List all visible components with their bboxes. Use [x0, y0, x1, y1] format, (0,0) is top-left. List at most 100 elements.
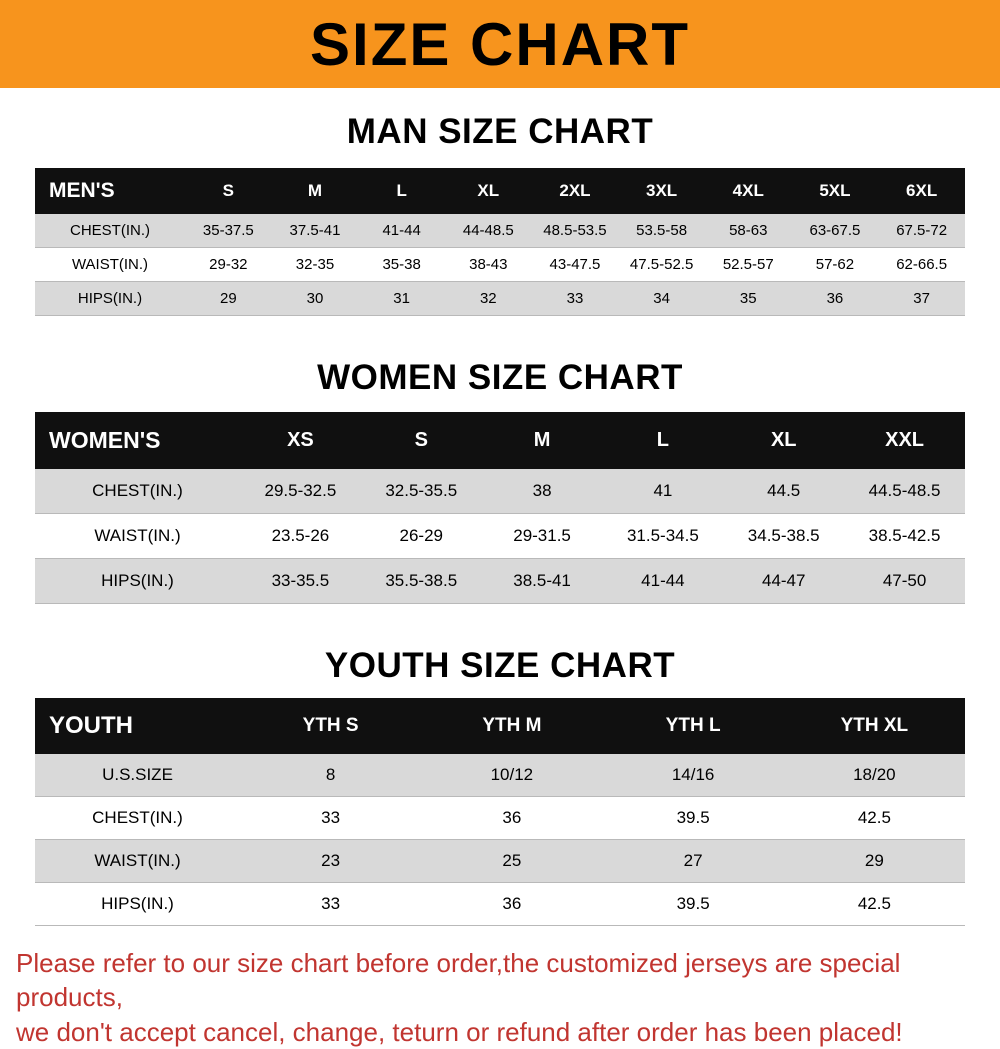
- column-header: 5XL: [791, 168, 879, 214]
- table-cell: 14/16: [602, 754, 784, 797]
- table-cell: 33: [240, 882, 422, 926]
- women-section-title: WOMEN SIZE CHART: [317, 358, 683, 397]
- table-row: HIPS(IN.) 33-35.5 35.5-38.5 38.5-41 41-44 44-…: [35, 558, 965, 604]
- table-row: CHEST(IN.) 35-37.5 37.5-41 41-44 44-48.5 48.5…: [35, 214, 965, 248]
- table-cell: 33: [531, 281, 619, 316]
- table-cell: 41: [602, 469, 724, 514]
- table-cell: 34: [618, 281, 705, 316]
- table-cell: 44-48.5: [444, 214, 532, 248]
- table-cell: 57-62: [791, 247, 879, 282]
- table-cell: 37.5-41: [271, 214, 359, 248]
- row-label: HIPS(IN.): [35, 882, 240, 926]
- table-cell: 36: [421, 882, 603, 926]
- table-cell: 35: [704, 281, 792, 316]
- table-header-row: YOUTH YTH S YTH M YTH L YTH XL: [35, 698, 965, 754]
- column-header: XL: [723, 412, 845, 469]
- row-label: WAIST(IN.): [35, 247, 185, 282]
- footer-disclaimer-line2: we don't accept cancel, change, teturn o…: [16, 1016, 903, 1047]
- table-cell: 32: [444, 281, 532, 316]
- table-row: WAIST(IN.) 23 25 27 29: [35, 839, 965, 883]
- table-cell: 32.5-35.5: [360, 469, 482, 514]
- table-cell: 30: [271, 281, 359, 316]
- column-header: XL: [444, 168, 532, 214]
- table-row: HIPS(IN.) 29 30 31 32 33 34 35 36 37: [35, 281, 965, 316]
- table-header-row: MEN'S S M L XL 2XL 3XL 4XL 5XL 6XL: [35, 168, 965, 214]
- table-cell: 42.5: [783, 882, 965, 926]
- row-label: HIPS(IN.): [35, 558, 240, 604]
- row-label: CHEST(IN.): [35, 796, 240, 840]
- row-label: CHEST(IN.): [35, 469, 240, 514]
- footer-disclaimer-line1: Please refer to our size chart before or…: [16, 948, 901, 1013]
- table-cell: 38-43: [444, 247, 532, 282]
- table-cell: 34.5-38.5: [723, 513, 845, 559]
- table-cell: 32-35: [271, 247, 359, 282]
- column-header: YTH S: [240, 698, 422, 754]
- table-cell: 39.5: [602, 796, 784, 840]
- table-cell: 41-44: [602, 558, 724, 604]
- table-cell: 23.5-26: [240, 513, 361, 559]
- table-cell: 44.5: [723, 469, 845, 514]
- column-header: S: [360, 412, 482, 469]
- table-cell: 42.5: [783, 796, 965, 840]
- table-cell: 43-47.5: [531, 247, 619, 282]
- row-label: CHEST(IN.): [35, 214, 185, 248]
- table-cell: 26-29: [360, 513, 482, 559]
- table-cell: 33: [240, 796, 422, 840]
- table-row: WAIST(IN.) 29-32 32-35 35-38 38-43 43-47.5 47.…: [35, 247, 965, 282]
- banner-title: SIZE CHART: [310, 10, 690, 78]
- table-cell: 18/20: [783, 754, 965, 797]
- table-cell: 10/12: [421, 754, 603, 797]
- table-cell: 47.5-52.5: [618, 247, 705, 282]
- table-cell: 31.5-34.5: [602, 513, 724, 559]
- table-cell: 23: [240, 839, 422, 883]
- table-cell: 47-50: [844, 558, 965, 604]
- table-cell: 33-35.5: [240, 558, 361, 604]
- column-header: YTH L: [602, 698, 784, 754]
- table-cell: 62-66.5: [878, 247, 965, 282]
- column-header: MEN'S: [35, 168, 185, 214]
- table-cell: 27: [602, 839, 784, 883]
- column-header: S: [185, 168, 272, 214]
- table-cell: 37: [878, 281, 965, 316]
- table-cell: 44-47: [723, 558, 845, 604]
- column-header: M: [481, 412, 603, 469]
- table-cell: 53.5-58: [618, 214, 705, 248]
- column-header: YTH XL: [783, 698, 965, 754]
- table-cell: 36: [791, 281, 879, 316]
- column-header: 4XL: [704, 168, 792, 214]
- table-cell: 58-63: [704, 214, 792, 248]
- youth-section-title: YOUTH SIZE CHART: [324, 646, 676, 685]
- column-header: M: [271, 168, 359, 214]
- table-cell: 35-38: [358, 247, 445, 282]
- table-cell: 31: [358, 281, 445, 316]
- column-header: WOMEN'S: [35, 412, 240, 469]
- row-label: HIPS(IN.): [35, 281, 185, 316]
- table-cell: 38: [481, 469, 603, 514]
- table-row: U.S.SIZE 8 10/12 14/16 18/20: [35, 754, 965, 797]
- table-cell: 25: [421, 839, 603, 883]
- youth-size-table: YOUTH YTH S YTH M YTH L YTH XL U.S.SIZE 8 10/12…: [35, 698, 965, 926]
- column-header: XXL: [844, 412, 965, 469]
- row-label: U.S.SIZE: [35, 754, 240, 797]
- column-header: YTH M: [421, 698, 603, 754]
- column-header: YOUTH: [35, 698, 240, 754]
- table-row: CHEST(IN.) 33 36 39.5 42.5: [35, 796, 965, 840]
- column-header: L: [358, 168, 445, 214]
- table-cell: 36: [421, 796, 603, 840]
- man-section-title: MAN SIZE CHART: [346, 112, 654, 151]
- table-cell: 52.5-57: [704, 247, 792, 282]
- table-header-row: WOMEN'S XS S M L XL XXL: [35, 412, 965, 469]
- table-cell: 67.5-72: [878, 214, 965, 248]
- table-cell: 29.5-32.5: [240, 469, 361, 514]
- column-header: XS: [240, 412, 361, 469]
- men-size-table: MEN'S S M L XL 2XL 3XL 4XL 5XL 6XL CHEST(IN.) 35-37…: [35, 168, 965, 316]
- table-row: HIPS(IN.) 33 36 39.5 42.5: [35, 882, 965, 926]
- row-label: WAIST(IN.): [35, 839, 240, 883]
- table-cell: 63-67.5: [791, 214, 879, 248]
- table-cell: 35.5-38.5: [360, 558, 482, 604]
- table-cell: 35-37.5: [185, 214, 272, 248]
- women-size-table: WOMEN'S XS S M L XL XXL CHEST(IN.) 29.5-32.5 32.5…: [35, 412, 965, 604]
- table-cell: 48.5-53.5: [531, 214, 619, 248]
- table-row: WAIST(IN.) 23.5-26 26-29 29-31.5 31.5-34.5 34…: [35, 513, 965, 559]
- table-cell: 8: [240, 754, 422, 797]
